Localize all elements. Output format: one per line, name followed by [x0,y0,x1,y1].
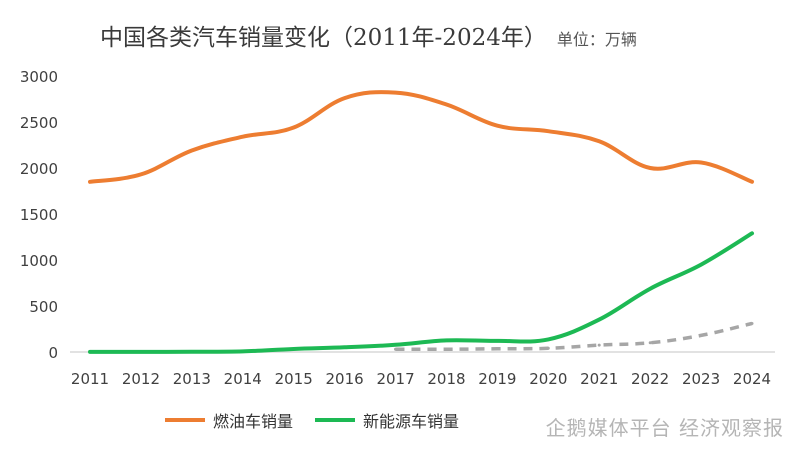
y-tick-label: 1500 [20,206,58,224]
data-point [190,149,194,152]
data-point [394,347,397,351]
legend-item-fuel: 燃油车销量 [165,408,293,432]
data-point [648,341,652,345]
x-tick-label: 2014 [224,370,262,388]
x-tick-label: 2011 [71,370,109,388]
data-point [750,231,754,235]
data-point [445,103,448,106]
legend: 燃油车销量 新能源车销量 [165,408,459,432]
x-tick-label: 2022 [631,370,669,388]
data-point [597,139,601,143]
data-point [597,318,601,322]
legend-label-nev: 新能源车销量 [363,412,460,431]
data-point [292,347,296,351]
unit-label: 单位：万辆 [556,30,637,49]
data-point [546,337,550,341]
data-point [546,129,550,133]
y-axis-ticks: 0 500 1000 1500 2000 2500 3000 [20,68,58,362]
data-point [88,180,92,184]
legend-swatch-nev [315,418,356,422]
data-point [699,161,703,164]
x-tick-label: 2015 [275,370,313,388]
y-tick-label: 2000 [20,160,58,178]
data-point [241,349,245,353]
x-tick-label: 2020 [529,370,567,388]
x-tick-label: 2016 [326,370,364,388]
chart-title: 中国各类汽车销量变化（2011年-2024年） 单位：万辆 [100,18,637,52]
series-nev-line [88,231,754,354]
watermark: 企鹅媒体平台 经济观察报 [545,416,784,440]
data-point [495,339,499,343]
data-point [495,124,499,128]
data-point [343,345,347,349]
data-point [139,172,143,176]
y-tick-label: 3000 [20,68,58,86]
data-point [394,343,397,347]
data-point [699,333,703,337]
x-tick-label: 2017 [376,370,414,388]
data-point [445,347,448,351]
x-axis-ticks: 2011 2012 2013 2014 2015 2016 2017 2018 2019 2020… [71,370,771,388]
legend-label-fuel: 燃油车销量 [213,412,294,431]
data-point [648,287,652,291]
legend-swatch-fuel [165,418,205,422]
x-tick-label: 2019 [478,370,516,388]
data-point [445,338,448,342]
data-point [88,350,92,354]
data-point [495,347,499,351]
chart-title-text: 中国各类汽车销量变化（2011年-2024年） [100,25,547,51]
data-point [597,343,601,347]
data-point [750,180,754,184]
y-tick-label: 500 [29,298,58,316]
data-point [699,263,703,267]
x-tick-label: 2012 [122,370,160,388]
y-tick-label: 1000 [20,252,58,270]
series-layer [88,90,754,354]
series-dashed-line [395,321,753,351]
x-tick-label: 2023 [682,370,720,388]
data-point [241,135,245,139]
series-fuel-line [88,90,754,184]
x-tick-label: 2024 [733,370,771,388]
data-point [394,91,397,95]
data-point [750,322,754,325]
data-point [190,350,194,354]
legend-item-nev: 新能源车销量 [315,408,459,432]
y-tick-label: 0 [48,344,58,362]
data-point [546,346,550,350]
x-tick-label: 2018 [427,370,465,388]
data-point [648,166,652,170]
data-point [292,126,296,129]
data-point [343,96,347,100]
x-tick-label: 2013 [173,370,211,388]
y-tick-label: 2500 [20,114,58,132]
x-tick-label: 2021 [580,370,618,388]
data-point [139,350,143,354]
